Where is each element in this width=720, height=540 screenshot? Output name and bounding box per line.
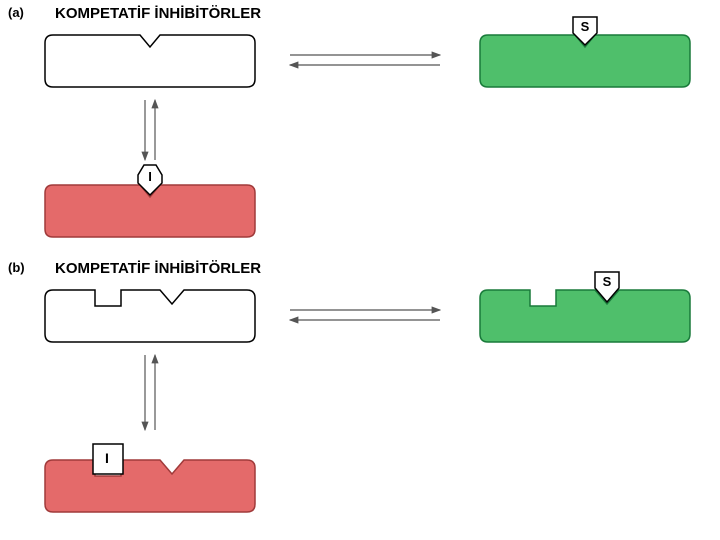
inhibitor-molecule-b: I	[93, 444, 123, 474]
enzyme-free-a	[45, 35, 255, 87]
inhibitor-label-b: I	[105, 450, 109, 466]
enzyme-substrate-b: S	[480, 272, 690, 342]
enzyme-inhibitor-a: I	[45, 165, 255, 237]
equilibrium-vertical-a	[145, 100, 155, 160]
equilibrium-horizontal-a	[290, 55, 440, 65]
equilibrium-vertical-b	[145, 355, 155, 430]
substrate-label-a: S	[581, 19, 590, 34]
substrate-label-b: S	[603, 274, 612, 289]
enzyme-inhibitor-b: I	[45, 444, 255, 512]
enzyme-substrate-a: S	[480, 17, 690, 87]
inhibitor-label-a: I	[148, 169, 152, 184]
enzyme-free-b	[45, 290, 255, 342]
inhibitor-diagram: S I S	[0, 0, 720, 540]
equilibrium-horizontal-b	[290, 310, 440, 320]
